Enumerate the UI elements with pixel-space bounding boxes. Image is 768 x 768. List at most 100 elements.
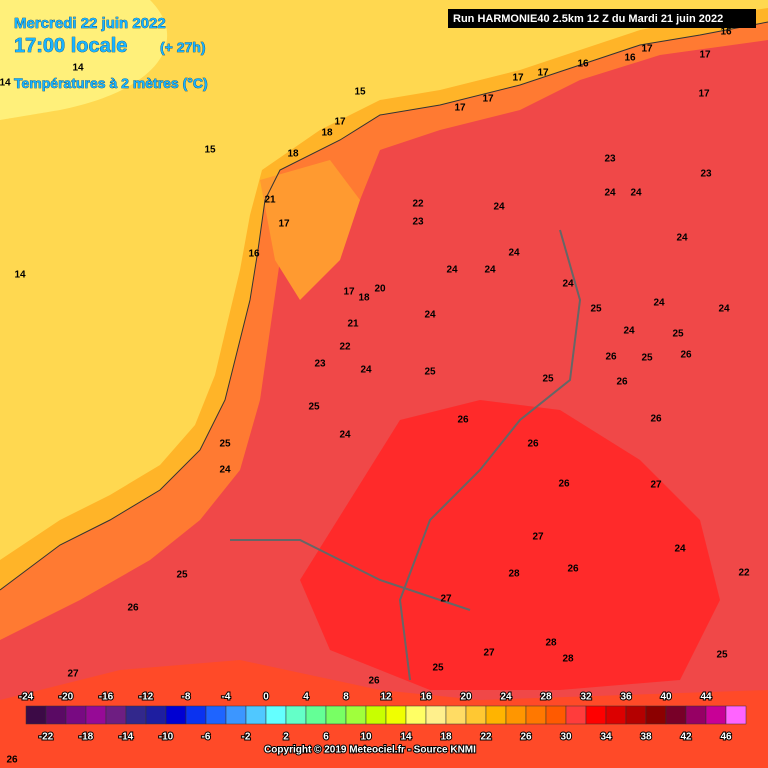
temperature-label: 24 <box>493 202 505 213</box>
temperature-label: 24 <box>653 298 665 309</box>
temperature-label: 17 <box>512 73 524 84</box>
temperature-label: 27 <box>483 648 495 659</box>
temperature-label: 17 <box>698 89 710 100</box>
temperature-label: 26 <box>368 676 380 687</box>
temperature-label: 23 <box>604 154 616 165</box>
legend-swatch <box>365 705 387 725</box>
border <box>230 229 582 681</box>
legend-label: 46 <box>720 732 732 743</box>
legend-swatch <box>685 705 707 725</box>
temperature-label: 27 <box>67 669 79 680</box>
date: Mercredi 22 juin 2022 <box>14 15 166 32</box>
map-labels: 1414151514181718211716171820212223242324… <box>0 27 750 766</box>
temperature-label: 24 <box>360 365 372 376</box>
temperature-label: 26 <box>616 377 628 388</box>
temperature-label: 17 <box>343 287 355 298</box>
temperature-label: 22 <box>738 568 750 579</box>
legend-label: 40 <box>660 692 672 703</box>
legend-label: -20 <box>59 692 74 703</box>
temperature-label: 26 <box>457 415 469 426</box>
temperature-label: 27 <box>650 480 662 491</box>
temperature-label: 17 <box>537 68 549 79</box>
legend-label: 42 <box>680 732 692 743</box>
legend-label: 0 <box>263 692 269 703</box>
legend-label: 14 <box>400 732 412 743</box>
temperature-label: 18 <box>321 128 333 139</box>
legend-swatch <box>45 705 67 725</box>
legend-label: -12 <box>139 692 154 703</box>
legend-swatch <box>285 705 307 725</box>
time: 17:00 locale <box>14 35 127 57</box>
legend-swatch <box>25 705 47 725</box>
legend-label: 38 <box>640 732 652 743</box>
legend-swatch <box>445 705 467 725</box>
temperature-label: 17 <box>641 44 653 55</box>
legend-swatch <box>165 705 187 725</box>
temperature-label: 26 <box>680 350 692 361</box>
temperature-label: 25 <box>219 439 231 450</box>
temperature-label: 20 <box>374 284 386 295</box>
legend-label: 34 <box>600 732 612 743</box>
temperature-label: 17 <box>699 50 711 61</box>
temperature-label: 24 <box>562 279 574 290</box>
legend-swatch <box>425 705 447 725</box>
legend-swatch <box>345 705 367 725</box>
temperature-label: 24 <box>484 265 496 276</box>
legend-label: 10 <box>360 732 372 743</box>
legend-label: -16 <box>99 692 114 703</box>
temperature-label: 25 <box>432 663 444 674</box>
temperature-label: 16 <box>624 53 636 64</box>
legend-swatch <box>405 705 427 725</box>
legend-label: 4 <box>303 692 309 703</box>
copyright: Copyright © 2019 Meteociel.fr - Source K… <box>264 745 476 756</box>
temperature-label: 24 <box>339 430 351 441</box>
legend-label: 16 <box>420 692 432 703</box>
legend-swatch <box>125 705 147 725</box>
temperature-label: 14 <box>14 270 26 281</box>
temperature-label: 23 <box>412 217 424 228</box>
temperature-label: 26 <box>527 439 539 450</box>
legend-swatch <box>245 705 267 725</box>
temperature-label: 23 <box>314 359 326 370</box>
legend-label: 30 <box>560 732 572 743</box>
temperature-label: 24 <box>718 304 730 315</box>
temperature-label: 25 <box>308 402 320 413</box>
legend-swatch <box>145 705 167 725</box>
legend-label: 22 <box>480 732 492 743</box>
legend-swatch <box>65 705 87 725</box>
legend-swatch <box>665 705 687 725</box>
legend-swatch <box>585 705 607 725</box>
variable: Températures à 2 mètres (°C) <box>14 75 208 91</box>
temperature-label: 26 <box>650 414 662 425</box>
legend-swatch <box>545 705 567 725</box>
temperature-label: 27 <box>440 594 452 605</box>
legend-swatch <box>625 705 647 725</box>
temperature-label: 16 <box>577 59 589 70</box>
temperature-label: 18 <box>358 293 370 304</box>
temperature-label: 16 <box>248 249 260 260</box>
legend-swatch <box>565 705 587 725</box>
legend-label: 44 <box>700 692 712 703</box>
temperature-label: 15 <box>204 145 216 156</box>
temperature-label: 17 <box>334 117 346 128</box>
legend-label: 20 <box>460 692 472 703</box>
temperature-label: 15 <box>354 87 366 98</box>
legend-swatch <box>705 705 727 725</box>
temperature-label: 26 <box>558 479 570 490</box>
legend-swatch <box>385 705 407 725</box>
coastal-lake <box>260 160 360 300</box>
coastline <box>0 21 768 591</box>
legend-swatch <box>485 705 507 725</box>
temperature-label: 27 <box>532 532 544 543</box>
legend-swatch <box>105 705 127 725</box>
temperature-label: 17 <box>454 103 466 114</box>
legend-label: -22 <box>39 732 54 743</box>
run-box <box>448 9 756 28</box>
legend-swatch <box>505 705 527 725</box>
legend-label: -14 <box>119 732 134 743</box>
temperature-label: 23 <box>700 169 712 180</box>
legend-swatch <box>225 705 247 725</box>
temperature-label: 24 <box>674 544 686 555</box>
temperature-label: 25 <box>590 304 602 315</box>
